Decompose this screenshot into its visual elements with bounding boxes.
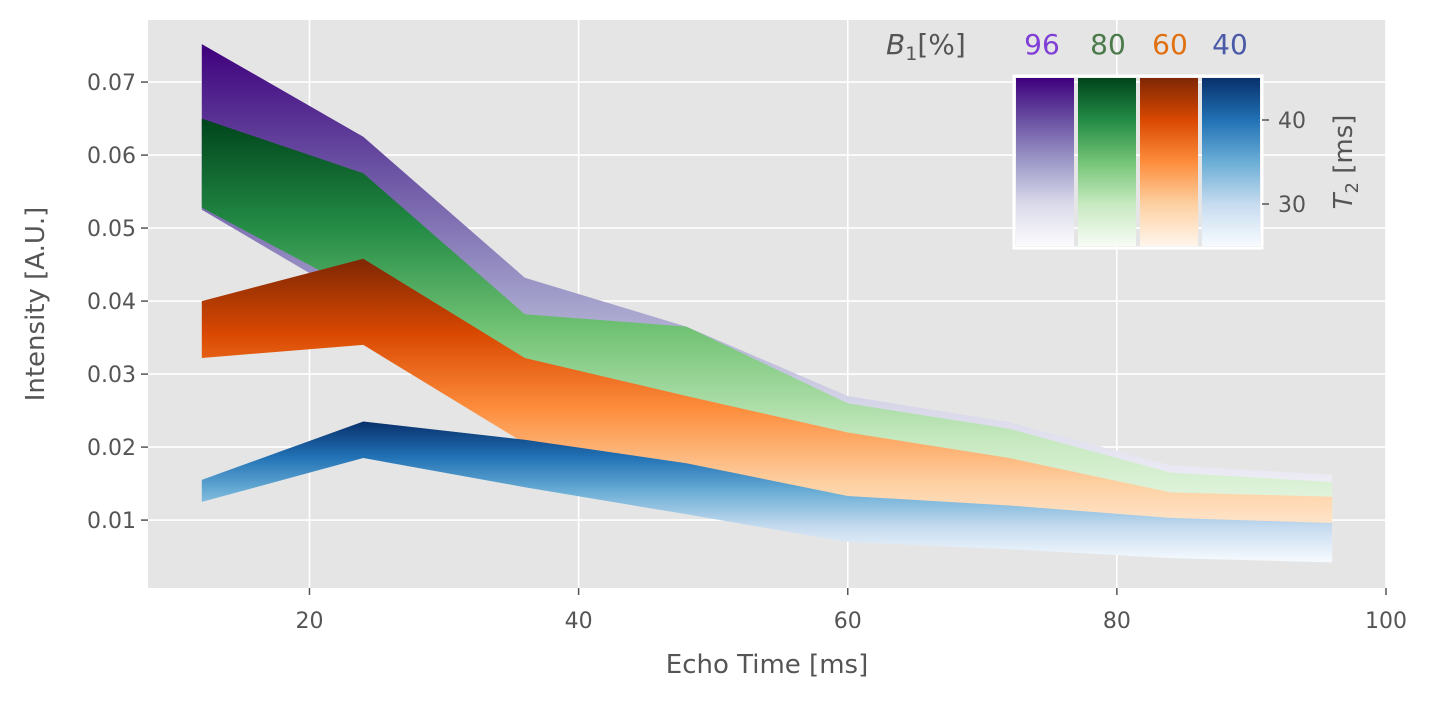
legend-title-sub: 1 [905, 43, 917, 65]
area-series-40 [201, 421, 1333, 563]
y-tick-label: 0.07 [87, 71, 136, 96]
legend-title: B1[%] [886, 28, 966, 65]
colorbar-ticks: 30 40 [1262, 109, 1306, 218]
y-tick-label: 0.01 [87, 509, 136, 534]
colorbar-80 [1078, 78, 1136, 246]
y-axis-ticks: 0.01 0.02 0.03 0.04 0.05 0.06 0.07 [87, 71, 148, 534]
x-tick-label: 80 [1103, 609, 1131, 634]
colorbar-label: T2 [ms] [1329, 115, 1363, 210]
y-tick-label: 0.03 [87, 363, 136, 388]
legend-label-96: 96 [1024, 28, 1060, 61]
legend: B1[%] 96 80 60 40 30 40 T2 [ms] [886, 28, 1363, 250]
colorbar-60 [1140, 78, 1198, 246]
x-tick-label: 100 [1365, 609, 1407, 634]
colorbar-96 [1016, 78, 1074, 246]
y-tick-label: 0.06 [87, 144, 136, 169]
x-axis-ticks: 20 40 60 80 100 [295, 588, 1407, 634]
x-tick-label: 60 [834, 609, 862, 634]
colorbars [1012, 74, 1264, 250]
y-tick-label: 0.04 [87, 290, 136, 315]
data-areas [201, 44, 1333, 563]
area-series-80 [201, 118, 1333, 548]
colorbar-label-sub: 2 [1342, 182, 1363, 193]
colorbar-tick-label: 30 [1278, 193, 1306, 218]
area-series-60 [201, 258, 1333, 559]
y-tick-label: 0.05 [87, 217, 136, 242]
legend-title-rest: [%] [917, 28, 965, 61]
legend-series-labels: 96 80 60 40 [1024, 28, 1248, 61]
y-axis-label: Intensity [A.U.] [21, 207, 51, 402]
colorbar-40 [1202, 78, 1260, 246]
colorbar-frame [1012, 74, 1264, 250]
legend-label-40: 40 [1212, 28, 1248, 61]
x-tick-label: 40 [565, 609, 593, 634]
colorbar-label-main: T [1329, 191, 1359, 209]
legend-label-60: 60 [1152, 28, 1188, 61]
legend-title-main: B [886, 28, 905, 61]
colorbar-label-rest: [ms] [1329, 115, 1359, 182]
y-tick-label: 0.02 [87, 436, 136, 461]
x-tick-label: 20 [295, 609, 323, 634]
x-axis-label: Echo Time [ms] [666, 650, 868, 680]
legend-label-80: 80 [1090, 28, 1126, 61]
colorbar-tick-label: 40 [1278, 109, 1306, 134]
